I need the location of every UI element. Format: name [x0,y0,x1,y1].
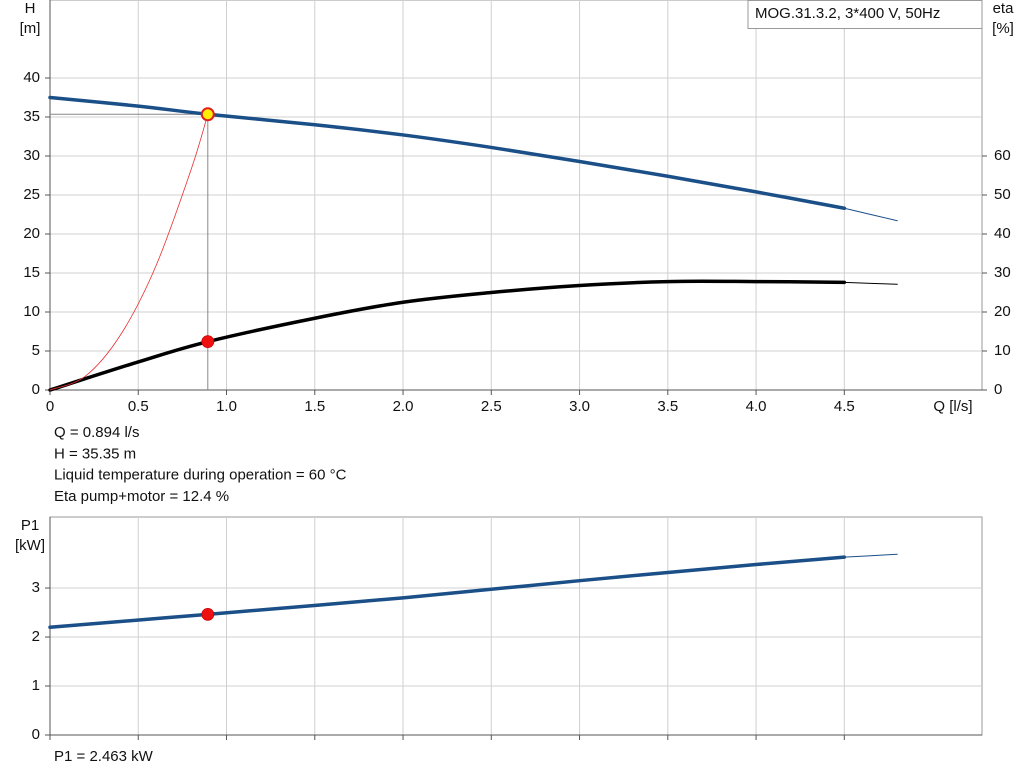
y-tick-label: 3 [32,579,40,596]
plot-area [49,516,983,736]
annotation-box [747,0,983,29]
y2-tick-label: 10 [994,342,1011,359]
y2-tick-label: 0 [994,381,1002,398]
x-tick-label: 0 [46,398,54,415]
curve [843,207,898,222]
y-tick-label: 20 [23,225,40,242]
y-tick-label: 2 [32,628,40,645]
y2-tick-label: 20 [994,303,1011,320]
curve [843,553,898,558]
curve [48,95,847,211]
y-tick-label: 40 [23,69,40,86]
y-tick-label: 35 [23,108,40,125]
curve [48,279,847,392]
y-tick-label: 0 [32,381,40,398]
y2-tick-label: 40 [994,225,1011,242]
y-tick-label: 0 [32,726,40,743]
note: P1 = 2.463 kW [54,748,154,765]
y-tick-label: 10 [23,303,40,320]
y2-tick-label: 30 [994,264,1011,281]
x-tick-label: 0.5 [128,398,149,415]
y-tick-label: 5 [32,342,40,359]
x-tick-label: 1.0 [216,398,237,415]
y-axis-label: H [25,0,36,17]
x-tick-label: 1.5 [304,398,325,415]
y2-axis-unit: [%] [992,20,1014,37]
y2-axis-label: eta [993,0,1015,17]
note: Eta pump+motor = 12.4 % [54,488,229,505]
y-tick-label: 1 [32,677,40,694]
y-tick-label: 15 [23,264,40,281]
y-axis-unit: [m] [20,20,41,37]
note: H = 35.35 m [54,445,136,462]
x-tick-label: 3.0 [569,398,590,415]
y-axis-label: P1 [21,517,39,534]
x-tick-label: 4.5 [834,398,855,415]
operating-point [200,107,215,122]
x-tick-label: 3.5 [657,398,678,415]
curve [49,113,209,391]
y-tick-label: 30 [23,147,40,164]
note: Q = 0.894 l/s [54,424,139,441]
curve [48,555,847,629]
y-tick-label: 25 [23,186,40,203]
curve [843,281,898,285]
x-tick-label: 2.0 [393,398,414,415]
note: Liquid temperature during operation = 60… [54,467,347,484]
x-tick-label: 2.5 [481,398,502,415]
y2-tick-label: 60 [994,147,1011,164]
y-axis-unit: [kW] [15,537,45,554]
operating-point [201,335,215,349]
x-tick-label: 4.0 [746,398,767,415]
annotation: MOG.31.3.2, 3*400 V, 50Hz [755,5,940,22]
y2-tick-label: 50 [994,186,1011,203]
operating-point [201,607,215,621]
x-axis-label: Q [l/s] [933,398,972,415]
